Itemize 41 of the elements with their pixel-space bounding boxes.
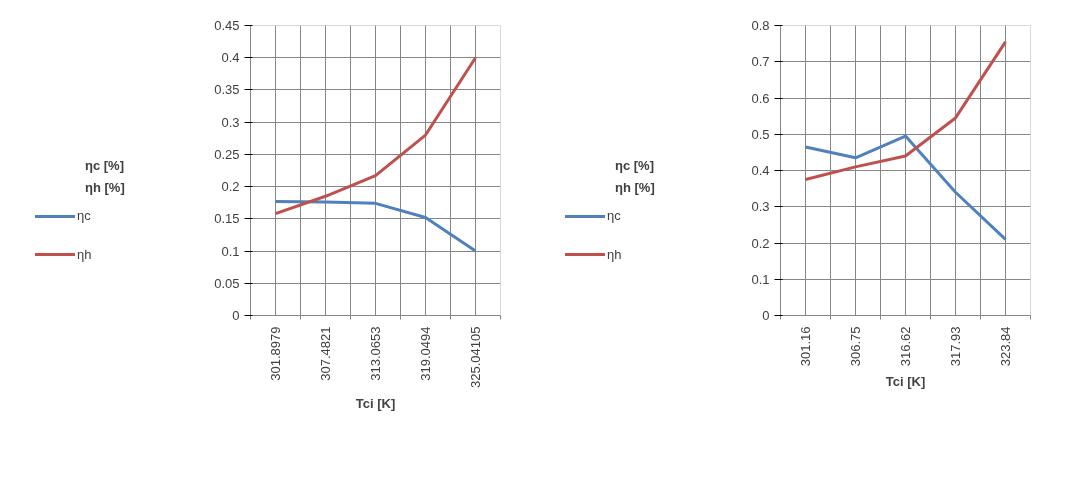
x-tick-label: 307.4821 [318, 326, 333, 381]
y-tick-label: 0.3 [221, 114, 240, 130]
x-tick-label: 301.8979 [268, 326, 283, 381]
y-tick-label: 0.4 [751, 163, 770, 178]
x-tick-label: 306.75 [848, 326, 863, 367]
line-series [274, 56, 477, 216]
y-tick-label: 0 [762, 308, 770, 323]
legend-label: ηh [77, 245, 92, 264]
y-axis-title: ηc [%] ηh [%] [615, 157, 655, 197]
y-tick-label: 0.2 [221, 179, 240, 195]
line-series [274, 199, 477, 253]
x-tick-label: 325.04105 [468, 326, 483, 388]
line-series [804, 40, 1007, 182]
y-tick-label: 0.6 [751, 90, 770, 106]
x-tick-label: 301.16 [798, 326, 813, 367]
legend-label: ηc [77, 207, 91, 225]
x-tick-label: 323.84 [998, 326, 1013, 367]
y-tick-label: 0.45 [214, 18, 240, 33]
y-tick-label: 0.7 [751, 54, 770, 70]
y-tick-label: 0.3 [751, 199, 770, 215]
y-tick-label: 0.8 [751, 18, 770, 33]
y-tick-label: 0.5 [751, 126, 770, 142]
y-tick-label: 0 [232, 308, 240, 323]
x-axis-title: Tci [K] [355, 395, 396, 411]
legend-label: ηc [607, 207, 621, 225]
legend-label: ηh [607, 245, 622, 264]
x-tick-label: 313.0653 [368, 326, 383, 381]
y-tick-label: 0.4 [221, 50, 240, 66]
y-tick-label: 0.1 [751, 271, 770, 287]
x-tick-label: 316.62 [898, 326, 913, 367]
y-tick-label: 0.05 [214, 275, 240, 291]
y-tick-label: 0.2 [751, 235, 770, 251]
x-tick-label: 319.0494 [418, 326, 433, 381]
y-tick-label: 0.25 [214, 146, 240, 162]
x-tick-label: 317.93 [948, 326, 963, 367]
y-tick-label: 0.35 [214, 82, 240, 98]
y-axis-title: ηc [%] ηh [%] [85, 157, 125, 197]
y-tick-label: 0.15 [214, 211, 240, 227]
y-tick-label: 0.1 [221, 243, 240, 259]
line-series [804, 134, 1007, 241]
x-axis-title: Tci [K] [885, 374, 926, 390]
